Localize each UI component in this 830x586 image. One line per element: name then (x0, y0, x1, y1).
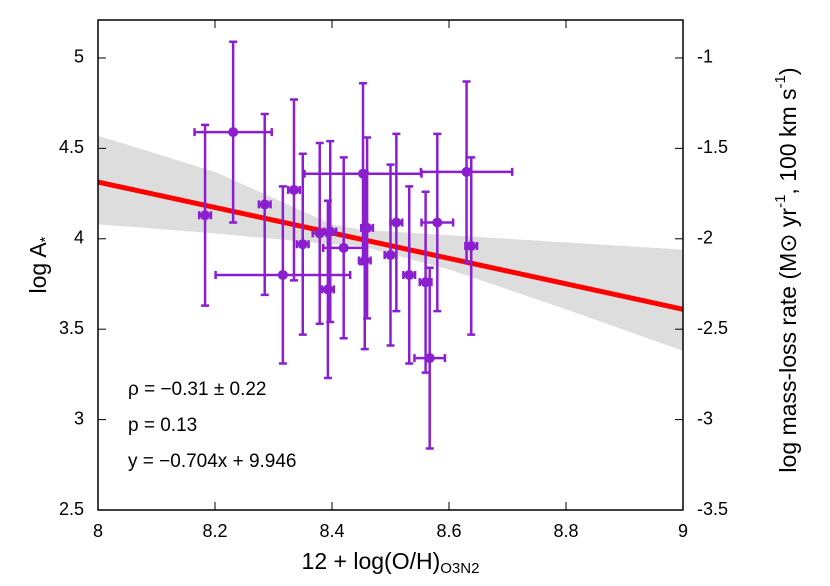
y-tick-label: 4 (74, 228, 84, 248)
data-point (385, 250, 396, 261)
y-tick-label: 4.5 (59, 137, 84, 157)
data-point (466, 241, 477, 252)
y2-tick-label: -3 (697, 408, 713, 428)
data-point (228, 127, 239, 138)
x-tick-label: 8 (93, 521, 103, 541)
y2-tick-label: -2 (697, 228, 713, 248)
y2-axis-label-part: log mass-loss rate (M⊙ yr (775, 208, 801, 473)
plot-frame (97, 19, 684, 511)
data-point (325, 226, 336, 237)
x-tick-label: 8.4 (319, 521, 344, 541)
data-point (432, 217, 443, 228)
y-axis-label-part: * (37, 236, 54, 242)
data-point (338, 242, 349, 253)
data-point (424, 353, 435, 364)
y-axis-label: log A* (25, 236, 54, 293)
y2-tick-label: -1 (697, 47, 713, 67)
annotation: y = −0.704x + 9.946 (128, 451, 297, 472)
data-point (259, 199, 270, 210)
y2-axis-label-part: ) (775, 67, 801, 75)
y2-tick-label: -3.5 (697, 499, 728, 519)
y-tick-label: 2.5 (59, 499, 84, 519)
data-point (461, 166, 472, 177)
data-point (391, 217, 402, 228)
data-point (288, 184, 299, 195)
y2-axis-label-part: , 100 km s (775, 88, 801, 194)
data-point (420, 277, 431, 288)
y-tick-label: 5 (74, 47, 84, 67)
y2-tick-label: -2.5 (697, 318, 728, 338)
x-tick-label: 8.6 (436, 521, 461, 541)
x-tick-label: 8.2 (202, 521, 227, 541)
data-point (297, 239, 308, 250)
data-point (277, 269, 288, 280)
x-axis-label: 12 + log(O/H)O3N2 (302, 548, 480, 577)
y-tick-label: 3 (74, 408, 84, 428)
y2-tick-label: -1.5 (697, 137, 728, 157)
annotation: p = 0.13 (128, 415, 197, 436)
annotation: ρ = −0.31 ± 0.22 (128, 379, 267, 400)
x-axis-label-part: 12 + log(O/H) (302, 548, 441, 574)
x-tick-label: 8.8 (553, 521, 578, 541)
data-point (404, 269, 415, 280)
x-tick-label: 9 (678, 521, 688, 541)
y2-axis-label-part: -1 (772, 195, 789, 208)
y-tick-label: 3.5 (59, 318, 84, 338)
x-axis-label-part: O3N2 (440, 560, 479, 577)
y-axis-label-part: log A (25, 242, 51, 294)
data-point (200, 210, 211, 221)
data-point (314, 228, 325, 239)
y2-axis-label: log mass-loss rate (M⊙ yr-1, 100 km s-1) (772, 67, 801, 472)
data-point (362, 222, 373, 233)
y2-axis-label-part: -1 (772, 75, 789, 88)
